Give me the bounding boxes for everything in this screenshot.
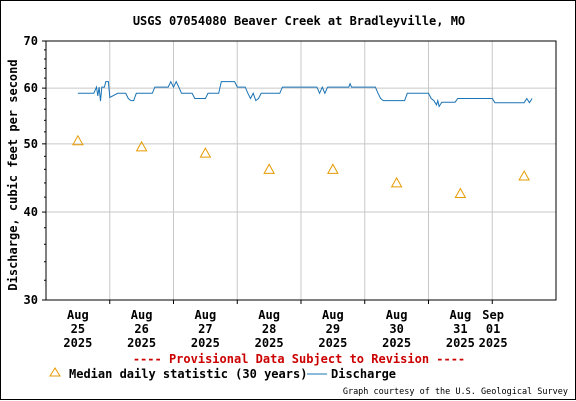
series-discharge-line — [77, 80, 533, 108]
credit-text: Graph courtesy of the U.S. Geological Su… — [343, 387, 568, 397]
y-tick-label: 60 — [24, 81, 38, 95]
x-tick-label: 2025 — [63, 336, 92, 350]
x-axis-ticks: Aug252025Aug262025Aug272025Aug282025Aug2… — [63, 300, 508, 350]
x-tick-label: Aug — [386, 308, 408, 322]
x-tick-label: 27 — [198, 322, 212, 336]
y-tick-label: 50 — [24, 137, 38, 151]
y-axis-label-group: Discharge, cubic feet per second — [6, 59, 20, 290]
x-tick-label: Aug — [258, 308, 280, 322]
x-tick-label: 2025 — [255, 336, 284, 350]
x-tick-label: Aug — [195, 308, 217, 322]
series-median-markers — [72, 134, 530, 199]
x-tick-label: Aug — [131, 308, 153, 322]
median-point — [135, 140, 148, 152]
median-point — [454, 187, 467, 199]
x-tick-label: Sep — [482, 308, 504, 322]
provisional-notice: ---- Provisional Data Subject to Revisio… — [133, 352, 465, 366]
x-tick-label: 01 — [486, 322, 500, 336]
x-tick-label: 28 — [262, 322, 276, 336]
legend-discharge-label: Discharge — [331, 367, 396, 381]
x-tick-label: 2025 — [479, 336, 508, 350]
y-axis-label: Discharge, cubic feet per second — [6, 59, 20, 290]
legend: Median daily statistic (30 years) Discha… — [49, 367, 396, 381]
median-point — [199, 147, 212, 158]
y-tick-label: 70 — [24, 34, 38, 48]
y-axis-ticks: 30 40 50 60 70 — [24, 34, 46, 307]
median-point — [327, 163, 339, 174]
x-tick-label: 2025 — [382, 336, 411, 350]
median-point — [518, 170, 530, 181]
x-tick-label: Aug — [450, 308, 472, 322]
x-tick-label: 2025 — [127, 336, 156, 350]
grid — [46, 41, 556, 300]
legend-median-label: Median daily statistic (30 years) — [69, 367, 307, 381]
x-tick-label: 2025 — [318, 336, 347, 350]
x-tick-label: Aug — [67, 308, 89, 322]
x-tick-label: 26 — [134, 322, 148, 336]
y-tick-label: 30 — [24, 293, 38, 307]
x-tick-label: 2025 — [446, 336, 475, 350]
x-tick-label: 29 — [326, 322, 340, 336]
x-tick-label: 30 — [389, 322, 403, 336]
x-tick-label: Aug — [322, 308, 344, 322]
median-point — [72, 134, 84, 146]
median-point — [390, 176, 403, 188]
x-tick-label: 2025 — [191, 336, 220, 350]
x-tick-label: 25 — [71, 322, 85, 336]
legend-triangle-icon — [49, 367, 61, 377]
chart-title: USGS 07054080 Beaver Creek at Bradleyvil… — [133, 14, 465, 28]
plot-area-border — [45, 40, 557, 301]
median-point — [263, 163, 275, 174]
y-tick-label: 40 — [24, 205, 38, 219]
x-tick-label: 31 — [453, 322, 467, 336]
